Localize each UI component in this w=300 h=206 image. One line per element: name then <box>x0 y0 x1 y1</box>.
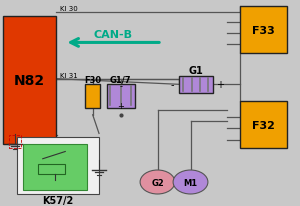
Text: G1/7: G1/7 <box>110 75 131 84</box>
Circle shape <box>140 170 175 194</box>
Bar <box>3 16 56 144</box>
Text: +: + <box>117 102 124 111</box>
Text: F33: F33 <box>252 25 274 35</box>
Text: N82: N82 <box>14 73 45 87</box>
Text: G1: G1 <box>188 66 203 76</box>
Text: G2: G2 <box>151 178 164 187</box>
Text: +: + <box>216 80 224 90</box>
Bar <box>178 76 213 94</box>
Text: -: - <box>170 80 174 90</box>
Text: KI 30: KI 30 <box>60 6 78 12</box>
Text: -: - <box>119 82 122 90</box>
Text: F30: F30 <box>84 75 101 84</box>
Text: F32: F32 <box>252 120 275 130</box>
Text: CAN-B: CAN-B <box>93 30 132 40</box>
Circle shape <box>173 170 208 194</box>
Bar <box>9 136 21 148</box>
Bar <box>38 164 65 174</box>
Text: KI 31: KI 31 <box>60 73 78 78</box>
Bar <box>22 144 87 190</box>
Bar <box>16 137 99 194</box>
Text: M1: M1 <box>183 178 198 187</box>
Text: K57/2: K57/2 <box>42 195 74 205</box>
Bar <box>106 84 135 108</box>
Bar <box>85 84 100 108</box>
Bar <box>240 7 286 54</box>
Bar <box>240 102 286 148</box>
